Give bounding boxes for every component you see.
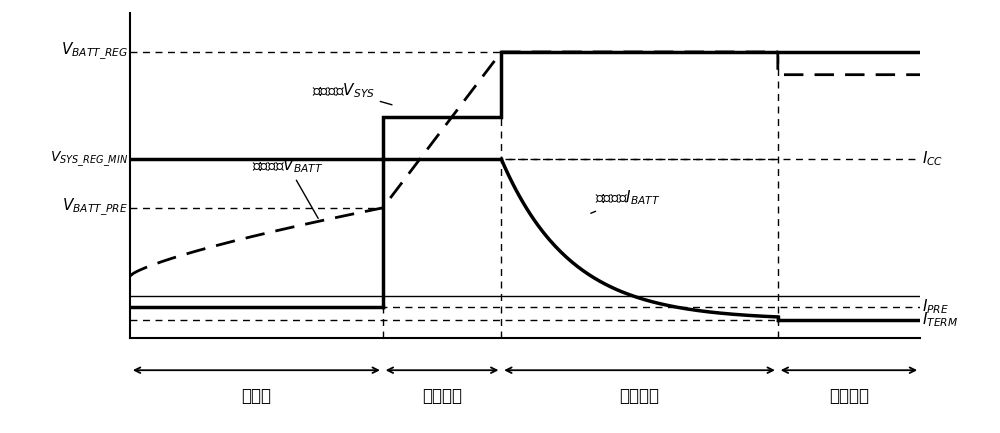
Text: 预充电: 预充电 xyxy=(241,387,271,405)
Text: 电池电压$V_{BATT}$: 电池电压$V_{BATT}$ xyxy=(252,156,324,218)
Text: 恒流充电: 恒流充电 xyxy=(422,387,462,405)
Text: $I_{PRE}$: $I_{PRE}$ xyxy=(922,297,949,316)
Text: $I_{CC}$: $I_{CC}$ xyxy=(922,150,944,168)
Text: 系统电压$V_{SYS}$: 系统电压$V_{SYS}$ xyxy=(312,81,392,105)
Text: $V_{BATT\_PRE}$: $V_{BATT\_PRE}$ xyxy=(62,197,128,218)
Text: 充电电流$I_{BATT}$: 充电电流$I_{BATT}$ xyxy=(591,189,661,213)
Text: $V_{SYS\_REG\_MIN}$: $V_{SYS\_REG\_MIN}$ xyxy=(50,149,128,169)
Text: $I_{TERM}$: $I_{TERM}$ xyxy=(922,310,958,329)
Text: 恒压充电: 恒压充电 xyxy=(620,387,660,405)
Text: 充电终止: 充电终止 xyxy=(829,387,869,405)
Text: $V_{BATT\_REG}$: $V_{BATT\_REG}$ xyxy=(61,42,128,62)
